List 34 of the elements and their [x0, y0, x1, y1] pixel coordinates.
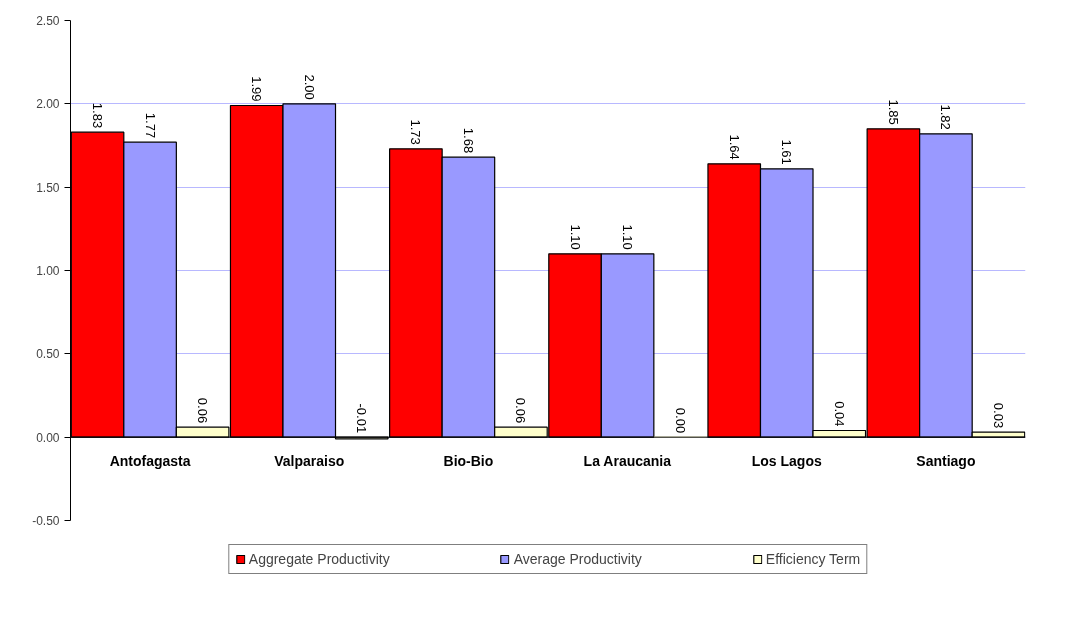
- y-tick-label: 2.50: [36, 14, 60, 28]
- y-tick-label: 1.00: [36, 264, 60, 278]
- data-label: 1.77: [142, 112, 158, 139]
- data-label: 1.61: [779, 139, 795, 165]
- y-tick-label: 1.50: [36, 180, 60, 195]
- y-tick-label: 0.50: [36, 347, 60, 362]
- data-label: 2.00: [301, 74, 317, 100]
- y-tick-label: 2.00: [36, 97, 60, 112]
- data-label: 1.82: [938, 104, 954, 130]
- data-label: 0.06: [195, 397, 211, 424]
- data-label: -0.01: [354, 403, 370, 434]
- data-label: 1.85: [885, 99, 901, 125]
- x-tick-label: Valparaiso: [274, 453, 345, 470]
- y-tick-label: -0.50: [32, 514, 60, 528]
- data-label: 1.68: [460, 127, 476, 154]
- legend-label: Average Productivity: [513, 551, 642, 567]
- x-tick-label: La Araucania: [583, 453, 672, 470]
- data-label: 0.04: [831, 401, 847, 427]
- legend-label: Aggregate Productivity: [248, 551, 390, 567]
- data-label: 1.83: [90, 102, 106, 129]
- x-tick-label: Bio-Bio: [443, 453, 494, 470]
- data-label: 0.06: [513, 397, 529, 424]
- legend-label: Efficiency Term: [765, 551, 861, 567]
- data-label: 1.10: [567, 224, 583, 250]
- data-label: 1.73: [408, 119, 424, 145]
- x-tick-label: Los Lagos: [751, 453, 822, 470]
- y-tick-label: 0.00: [36, 430, 60, 445]
- data-label: 1.64: [726, 134, 742, 160]
- data-label: 0.03: [990, 402, 1006, 429]
- data-label: 1.99: [249, 76, 265, 102]
- x-tick-label: Santiago: [916, 453, 976, 470]
- data-label: 0.00: [672, 407, 688, 434]
- x-tick-label: Antofagasta: [109, 453, 191, 470]
- data-label: 1.10: [620, 224, 636, 250]
